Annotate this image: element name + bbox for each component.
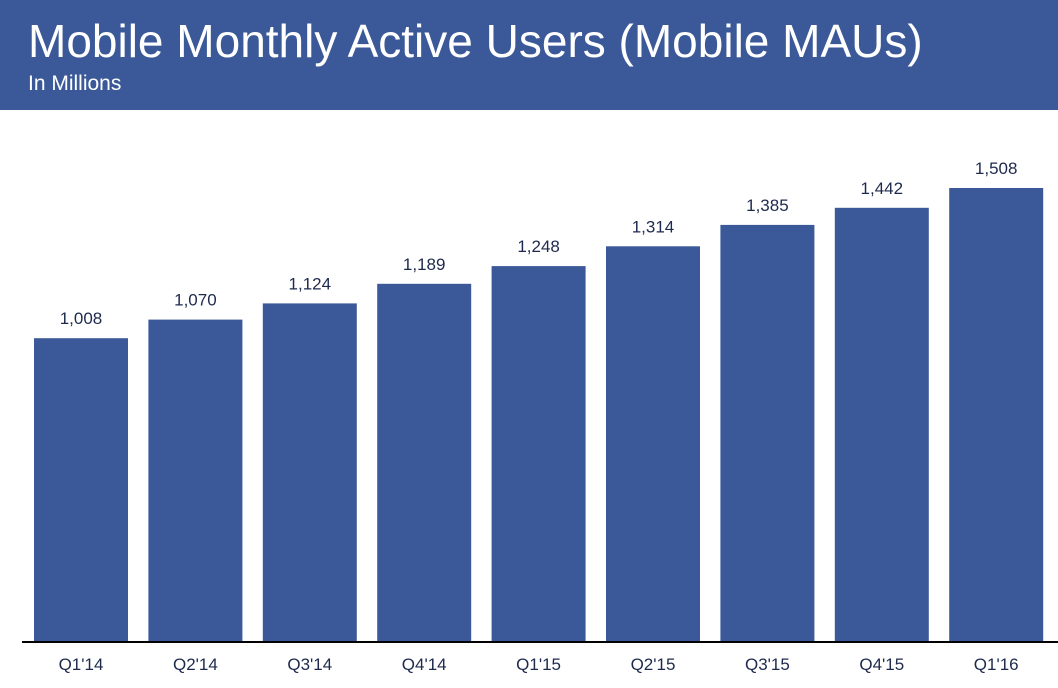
bar xyxy=(377,283,472,641)
data-label: 1,189 xyxy=(403,255,446,274)
data-label: 1,314 xyxy=(632,217,675,236)
x-tick-label: Q2'15 xyxy=(631,655,676,674)
data-label: 1,385 xyxy=(746,196,789,215)
x-tick-label: Q3'15 xyxy=(745,655,790,674)
x-tick-label: Q2'14 xyxy=(173,655,218,674)
x-axis-tick-labels: Q1'14 Q2'14 Q3'14 Q4'14 Q1'15 Q2'15 Q3'15 Q4'15… xyxy=(59,655,1019,674)
data-label: 1,442 xyxy=(861,179,904,198)
bar xyxy=(720,224,815,641)
bar xyxy=(262,303,357,641)
bars-group xyxy=(34,188,1044,642)
bar xyxy=(148,319,243,641)
header-banner: Mobile Monthly Active Users (Mobile MAUs… xyxy=(0,0,1058,110)
value-labels-group: 1,008 1,070 1,124 1,189 1,248 1,314 1,385 1,442… xyxy=(60,159,1018,328)
x-tick-label: Q1'16 xyxy=(974,655,1019,674)
data-label: 1,070 xyxy=(174,291,217,310)
bar xyxy=(834,207,929,642)
bar xyxy=(491,266,586,641)
data-label: 1,124 xyxy=(289,274,332,293)
bar xyxy=(606,246,700,642)
bar xyxy=(34,338,128,641)
x-tick-label: Q1'15 xyxy=(516,655,561,674)
data-label: 1,248 xyxy=(517,237,560,256)
data-label: 1,008 xyxy=(60,309,103,328)
x-tick-label: Q4'15 xyxy=(859,655,904,674)
chart-title: Mobile Monthly Active Users (Mobile MAUs… xyxy=(28,15,923,67)
x-tick-label: Q1'14 xyxy=(59,655,104,674)
bar xyxy=(949,188,1044,641)
data-label: 1,508 xyxy=(975,159,1018,178)
chart-subtitle: In Millions xyxy=(28,72,122,95)
x-tick-label: Q3'14 xyxy=(287,655,332,674)
x-tick-label: Q4'14 xyxy=(402,655,447,674)
